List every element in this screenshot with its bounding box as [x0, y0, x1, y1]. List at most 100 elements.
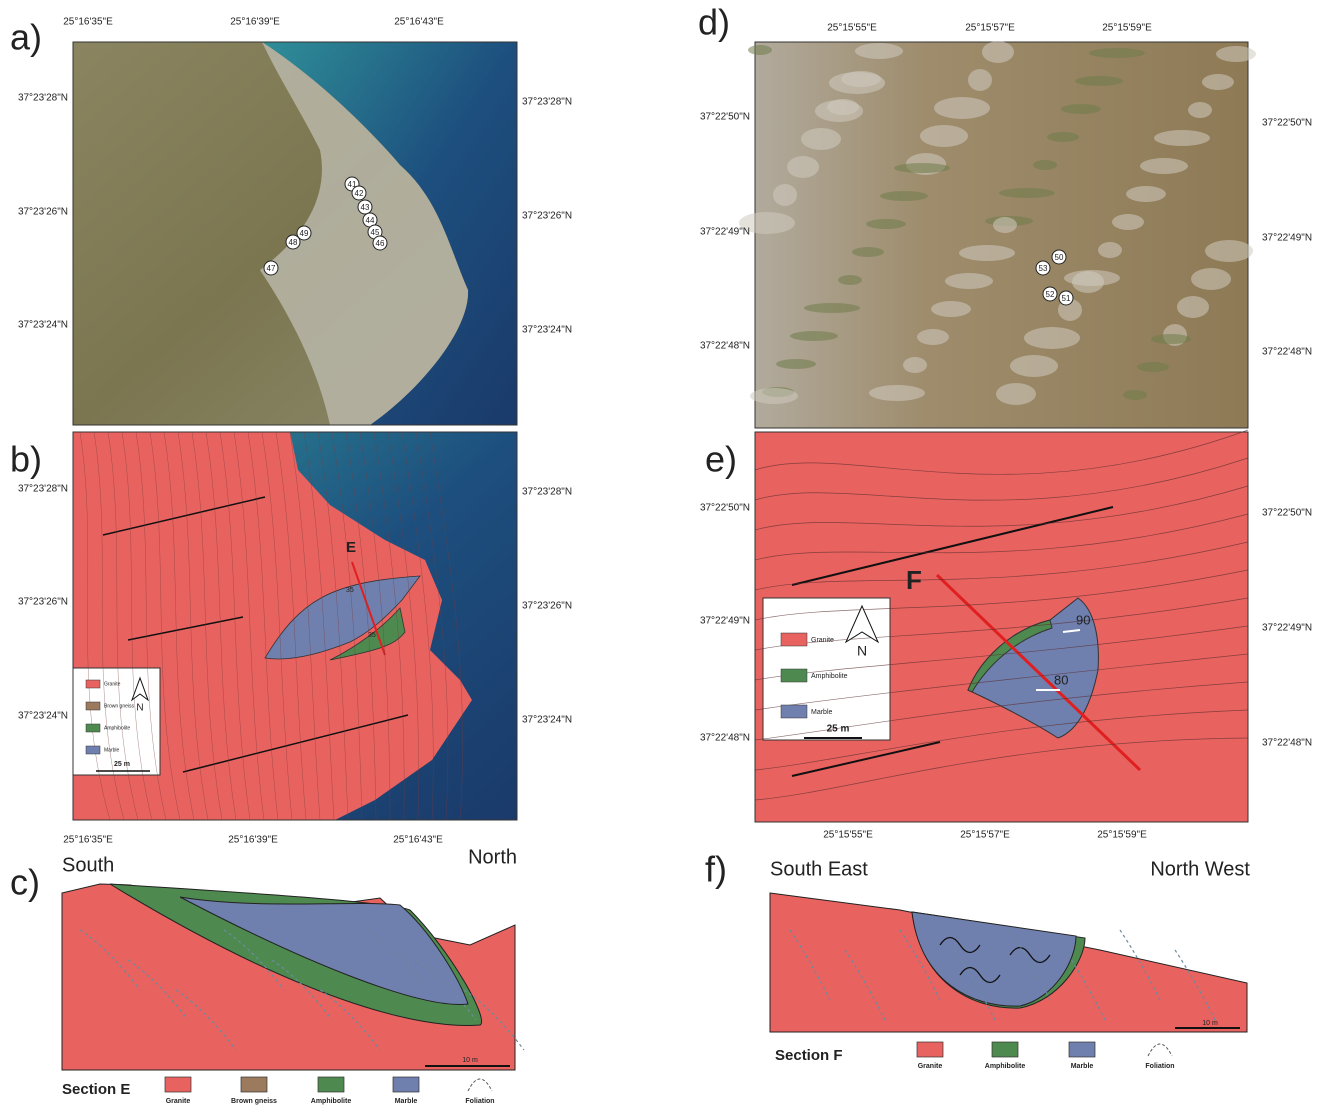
legend-label: Marble: [395, 1098, 418, 1105]
frame: [72, 41, 518, 426]
latitude-label: 37°22'49"N: [1262, 623, 1312, 634]
folds: [939, 936, 1051, 984]
rock: [1126, 186, 1166, 202]
contour: [121, 431, 153, 821]
frame: [72, 431, 518, 821]
latitude-label: 37°23'26"N: [18, 207, 68, 218]
rock: [1098, 242, 1122, 258]
rock: [1140, 158, 1188, 174]
legend-swatch: [991, 1041, 1019, 1058]
legend-swatch: [1068, 1041, 1096, 1058]
longitude-label: 25°16'35"E: [63, 835, 113, 846]
legend-label: Foliation: [465, 1098, 494, 1105]
longitude-label: 25°15'55"E: [827, 23, 877, 34]
rock: [804, 303, 860, 313]
legend-label: Foliation: [1145, 1063, 1174, 1070]
sample-id: 45: [371, 228, 380, 237]
rock: [996, 383, 1036, 405]
rock: [773, 184, 797, 206]
longitude-label: 25°16'39"E: [230, 17, 280, 28]
contour: [177, 431, 209, 821]
rock: [1191, 268, 1231, 290]
latitude-label: 37°22'50"N: [1262, 508, 1312, 519]
contour: [331, 431, 363, 821]
foliation: [844, 949, 886, 1021]
latitude-label: 37°22'49"N: [700, 227, 750, 238]
rock: [790, 331, 838, 341]
fold: [959, 966, 1001, 984]
contour: [429, 431, 463, 821]
north-label: N: [857, 643, 867, 659]
section-line: [935, 573, 1142, 772]
north-arrow: [130, 676, 150, 702]
fault: [791, 506, 1114, 586]
contour: [401, 431, 434, 821]
rock: [855, 43, 903, 59]
photo-land: [755, 42, 1248, 428]
rock: [993, 217, 1017, 233]
contour: [107, 431, 139, 821]
rock: [1061, 104, 1101, 114]
foliation: [1119, 929, 1161, 1001]
direction-label: North: [468, 846, 517, 868]
rock: [776, 359, 816, 369]
rock-outcrop: [260, 42, 469, 425]
rock: [968, 69, 992, 91]
contour: [191, 431, 223, 821]
latitude-label: 37°23'28"N: [522, 97, 572, 108]
rock: [1075, 76, 1123, 86]
latitude-label: 37°22'50"N: [700, 503, 750, 514]
foliation: [954, 949, 996, 1021]
rock: [1112, 214, 1144, 230]
latitude-label: 37°22'48"N: [1262, 738, 1312, 749]
contour: [754, 457, 1249, 501]
section-marker: E: [346, 539, 356, 556]
sample-id: 50: [1055, 253, 1064, 262]
dip-value: 80: [1054, 672, 1068, 687]
rock: [1024, 327, 1080, 349]
rock: [894, 163, 950, 173]
foliation: [899, 929, 941, 1001]
rock: [999, 188, 1055, 198]
sample-marker: [1035, 260, 1051, 276]
foliation: [223, 929, 285, 991]
panel-label: a): [10, 17, 42, 58]
longitude-label: 25°16'43"E: [393, 835, 443, 846]
legend-swatch: [85, 701, 101, 711]
rock: [880, 191, 928, 201]
section-marble: [911, 911, 1077, 1007]
latitude-label: 37°23'24"N: [18, 320, 68, 331]
foliation: [1009, 929, 1051, 1001]
north-label: N: [136, 703, 143, 714]
rock: [1072, 271, 1104, 293]
legend-label: Amphibolite: [104, 725, 130, 731]
latitude-label: 37°23'26"N: [522, 211, 572, 222]
sample-marker: [357, 199, 373, 215]
legend-swatch: [780, 668, 808, 683]
longitude-label: 25°15'55"E: [823, 830, 873, 841]
sample-id: 42: [355, 189, 364, 198]
longitude-label: 25°15'57"E: [960, 830, 1010, 841]
latitude-label: 37°22'50"N: [1262, 118, 1312, 129]
longitude-label: 25°15'57"E: [965, 23, 1015, 34]
rock: [829, 72, 885, 94]
latitude-label: 37°23'24"N: [522, 325, 572, 336]
legend-label: Marble: [104, 747, 120, 753]
legend-label: Amphibolite: [811, 673, 848, 680]
rock: [801, 128, 841, 150]
latitude-label: 37°22'49"N: [700, 616, 750, 627]
panel-label: f): [705, 849, 727, 890]
contour: [387, 431, 419, 821]
contour: [754, 653, 1249, 711]
rock: [1089, 48, 1145, 58]
latitude-label: 37°23'24"N: [522, 715, 572, 726]
rock: [750, 388, 798, 404]
fault: [791, 741, 941, 777]
panel-label: e): [705, 439, 737, 480]
section-marker: F: [906, 565, 922, 595]
contour: [219, 431, 251, 821]
foliation: [79, 929, 141, 991]
sample-id: 53: [1039, 264, 1048, 273]
contour: [754, 737, 1249, 801]
